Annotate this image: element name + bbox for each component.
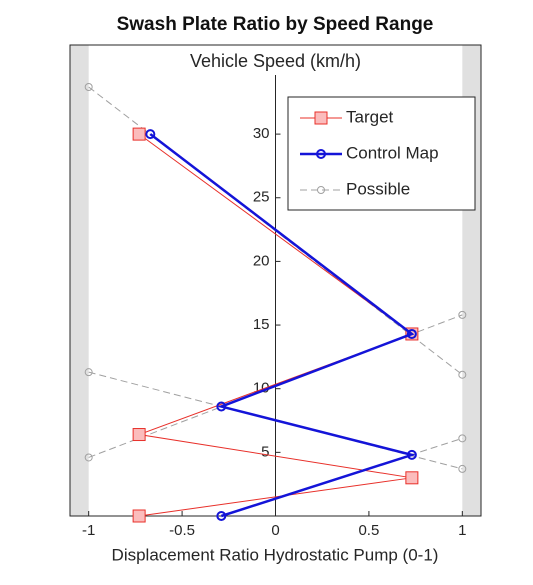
data-point [84, 83, 93, 92]
legend-label: Possible [346, 179, 410, 198]
data-point [132, 127, 146, 141]
series-line [149, 133, 417, 518]
x-axis-label: Displacement Ratio Hydrostatic Pump (0-1… [112, 545, 439, 564]
x-tick-label: -1 [82, 522, 95, 539]
y-tick-label: 15 [253, 316, 270, 333]
y-tick-label: 30 [253, 125, 270, 142]
x-tick-label: 0 [271, 522, 279, 539]
chart-title: Swash Plate Ratio by Speed Range [117, 14, 434, 35]
x-tick-label: 0.5 [358, 522, 379, 539]
data-point [84, 453, 93, 462]
legend-label: Control Map [346, 143, 439, 162]
data-point [458, 464, 467, 473]
legend-marker [314, 111, 328, 125]
data-point [84, 368, 93, 377]
y-tick-label: 5 [261, 443, 269, 460]
limit-band [70, 45, 89, 516]
data-point [216, 511, 227, 521]
legend-label: Target [346, 107, 394, 126]
data-point [132, 428, 146, 442]
legend-marker [316, 149, 326, 159]
data-point [458, 370, 467, 379]
data-point [458, 434, 467, 443]
x-tick-label: -0.5 [169, 522, 195, 539]
data-point [406, 449, 417, 460]
data-point [216, 401, 227, 412]
y-tick-label: 25 [253, 189, 270, 206]
data-point [406, 328, 417, 339]
legend-marker [317, 186, 325, 194]
data-point [145, 129, 156, 140]
y-axis-label: Vehicle Speed (km/h) [190, 51, 361, 71]
y-tick-label: 20 [253, 252, 270, 269]
data-point [132, 509, 146, 523]
data-point [405, 471, 419, 485]
x-tick-label: 1 [458, 522, 466, 539]
data-point [458, 310, 467, 319]
